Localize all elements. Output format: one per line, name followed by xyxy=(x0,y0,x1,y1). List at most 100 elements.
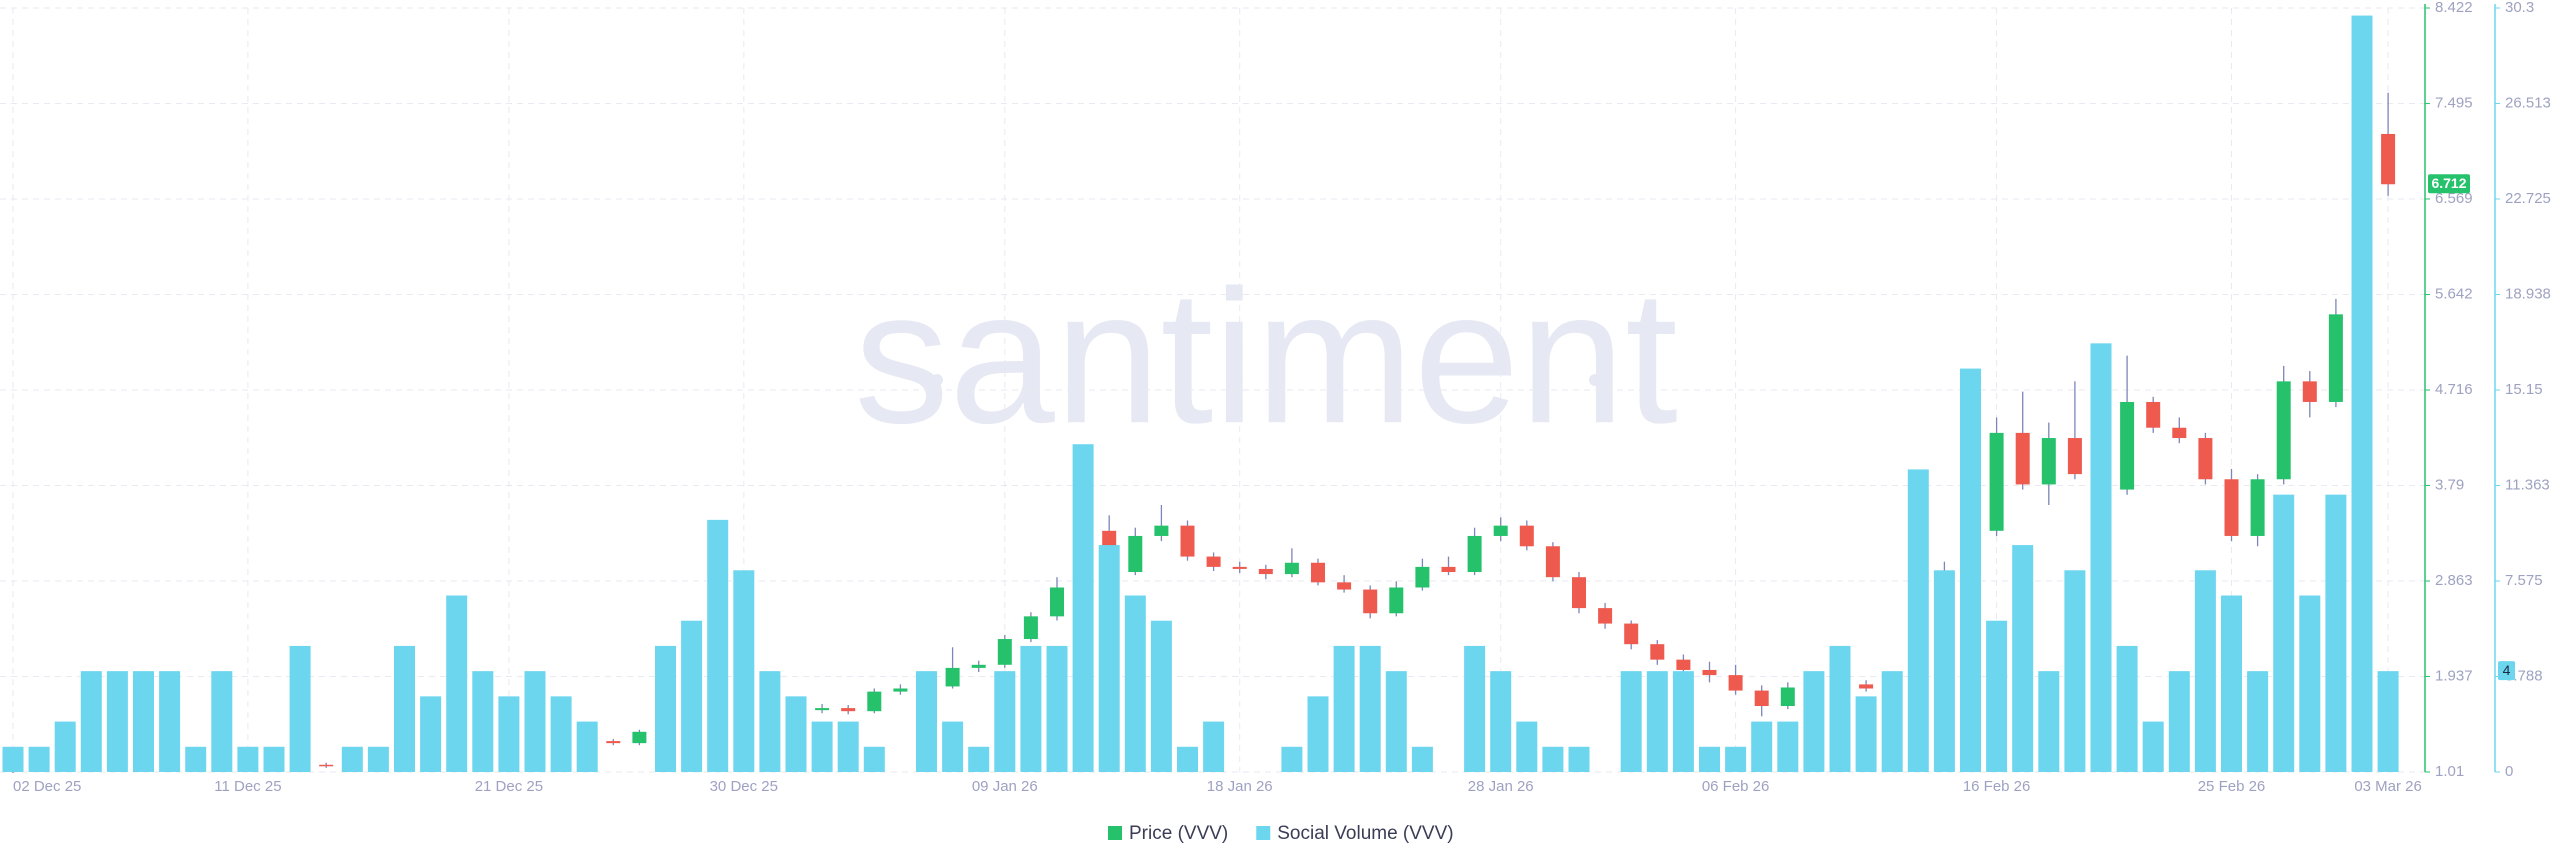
candle-body xyxy=(1650,644,1665,660)
candle-body xyxy=(2276,381,2291,480)
volume-bar xyxy=(1777,721,1799,772)
volume-bar xyxy=(472,671,494,772)
candle-body xyxy=(2198,438,2213,480)
volume-bar xyxy=(2168,671,2190,772)
volume-bar xyxy=(2325,494,2347,772)
y-tick-label: 1.01 xyxy=(2435,763,2464,780)
volume-bar xyxy=(237,746,259,772)
volume-bar xyxy=(263,746,285,772)
volume-bar xyxy=(106,671,128,772)
x-tick-label: 09 Jan 26 xyxy=(972,778,1038,795)
legend-swatch[interactable] xyxy=(1256,826,1271,840)
candle-body xyxy=(2172,427,2187,439)
candle-body xyxy=(1258,568,1273,575)
volume-bar xyxy=(1933,570,1955,772)
x-tick-label: 03 Mar 26 xyxy=(2354,778,2422,795)
candle-body xyxy=(1754,690,1769,707)
volume-bar xyxy=(367,746,389,772)
volume-bar xyxy=(2351,15,2373,773)
candle-body xyxy=(1363,589,1378,614)
volume-bar xyxy=(1829,645,1851,772)
volume-bar xyxy=(1516,721,1538,772)
candle-body xyxy=(2146,401,2161,428)
volume-bar xyxy=(28,746,50,772)
candle-body xyxy=(1702,669,1717,676)
volume-bar xyxy=(916,671,937,772)
candle-body xyxy=(1545,546,1560,578)
legend-label[interactable]: Social Volume (VVV) xyxy=(1277,823,1453,844)
y2-tick-label: 7.575 xyxy=(2505,572,2543,589)
y-tick-label: 2.863 xyxy=(2435,572,2473,589)
candle-body xyxy=(1154,525,1169,536)
volume-bar xyxy=(994,671,1016,772)
candle-body xyxy=(632,731,647,744)
candle-body xyxy=(319,764,334,767)
legend-label[interactable]: Price (VVV) xyxy=(1129,823,1228,844)
volume-bar xyxy=(1986,620,2008,772)
volume-bar xyxy=(133,671,154,772)
y-tick-label: 1.937 xyxy=(2435,667,2473,684)
y2-tick-label: 18.938 xyxy=(2505,285,2551,302)
x-tick-label: 16 Feb 26 xyxy=(1963,778,2031,795)
x-tick-label: 06 Feb 26 xyxy=(1702,778,1770,795)
candle-body xyxy=(2224,479,2239,536)
volume-bar xyxy=(1881,671,1903,772)
candle-body xyxy=(1859,684,1874,689)
candle-body xyxy=(2041,438,2056,485)
volume-bar xyxy=(1464,645,1486,772)
last-volume-label: 4 xyxy=(2503,662,2511,678)
x-tick-label: 18 Jan 26 xyxy=(1207,778,1273,795)
volume-bar xyxy=(2247,671,2269,772)
volume-bar xyxy=(1672,671,1694,772)
candle-body xyxy=(1050,587,1064,617)
volume-bar xyxy=(759,671,781,772)
volume-bar xyxy=(1699,746,1720,772)
volume-bar xyxy=(785,696,807,772)
y-tick-label: 6.569 xyxy=(2435,190,2473,207)
volume-bar xyxy=(837,721,859,772)
candle-body xyxy=(1624,623,1639,645)
volume-bar xyxy=(811,721,833,772)
candle-body xyxy=(1728,675,1743,691)
volume-bar xyxy=(2012,545,2034,772)
volume-bar xyxy=(1385,671,1407,772)
volume-bar xyxy=(1725,746,1747,772)
volume-bar xyxy=(2299,595,2321,772)
y2-tick-label: 11.363 xyxy=(2505,476,2550,493)
volume-bar xyxy=(1098,545,1120,772)
candle-body xyxy=(997,639,1012,665)
candle-body xyxy=(867,691,882,712)
candle-body xyxy=(2250,479,2265,536)
x-tick-label: 21 Dec 25 xyxy=(475,778,543,795)
y-tick-label: 3.79 xyxy=(2435,476,2464,493)
x-tick-label: 25 Feb 26 xyxy=(2198,778,2266,795)
volume-bar xyxy=(2377,671,2399,772)
volume-bar xyxy=(1803,671,1825,772)
candle-body xyxy=(1128,535,1143,573)
volume-bar xyxy=(2064,570,2086,772)
volume-bar xyxy=(681,620,703,772)
candle-body xyxy=(1441,566,1456,573)
x-tick-label: 11 Dec 25 xyxy=(214,778,281,795)
candle-body xyxy=(815,708,830,711)
volume-bar xyxy=(2090,343,2112,772)
volume-bar xyxy=(1542,746,1564,772)
candle-body xyxy=(893,688,908,692)
volume-bar xyxy=(1307,696,1329,772)
volume-bar xyxy=(2273,494,2295,772)
legend-swatch[interactable] xyxy=(1108,826,1122,840)
candle-body xyxy=(1415,566,1430,588)
volume-bar xyxy=(1646,671,1668,772)
volume-bar xyxy=(289,645,311,772)
y2-tick-label: 0 xyxy=(2505,763,2513,780)
volume-bar xyxy=(2194,570,2216,772)
volume-bar xyxy=(576,721,598,772)
candle-body xyxy=(2015,432,2030,485)
volume-bar xyxy=(211,671,233,772)
watermark-group: santiment xyxy=(854,251,1678,463)
candle-body xyxy=(1023,616,1038,640)
y2-tick-label: 15.15 xyxy=(2505,381,2543,398)
candle-body xyxy=(2381,133,2396,185)
volume-bar xyxy=(1281,746,1303,772)
